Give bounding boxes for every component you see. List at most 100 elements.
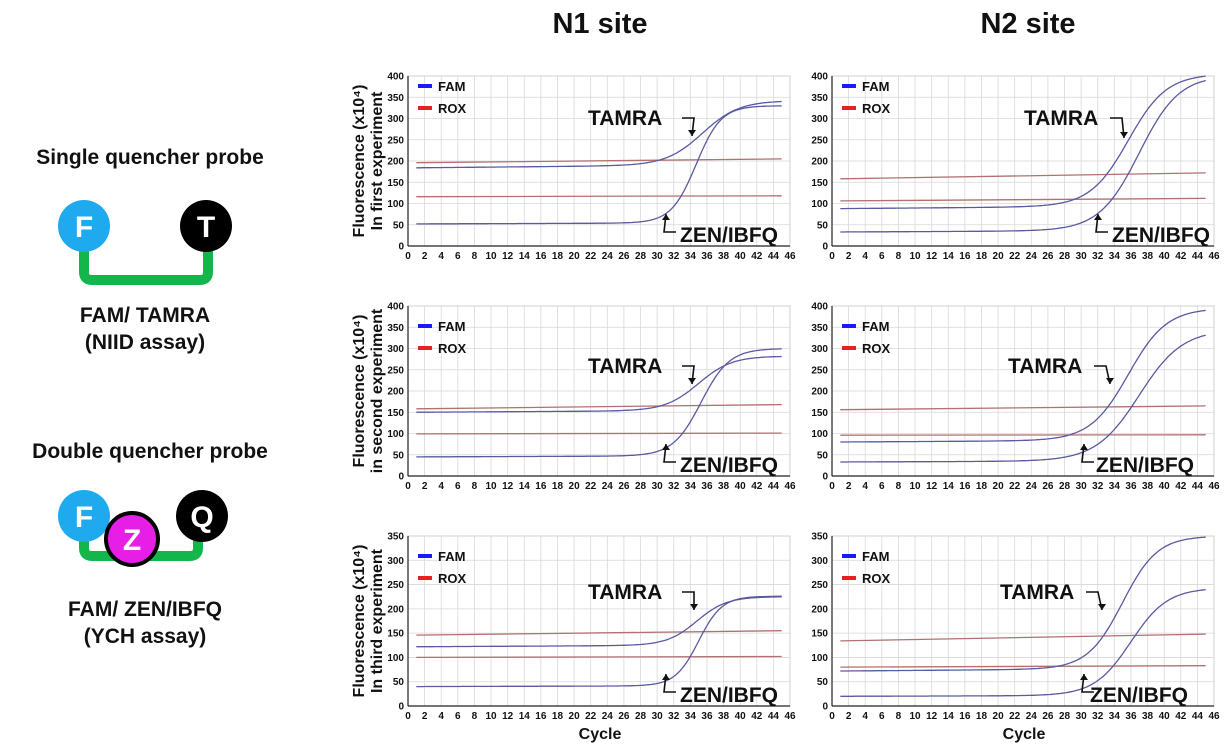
x-tick-label: 16	[535, 481, 547, 492]
legend-label-fam: FAM	[862, 549, 889, 564]
x-tick-label: 40	[1159, 481, 1171, 492]
tamra-quencher-circle	[180, 200, 232, 252]
x-tick-label: 24	[602, 251, 614, 262]
x-tick-label: 38	[1142, 481, 1154, 492]
x-tick-label: 34	[685, 251, 697, 262]
x-tick-label: 8	[896, 251, 902, 262]
double-probe-name-line1: FAM/ ZEN/IBFQ	[68, 598, 222, 621]
legend-label-rox: ROX	[438, 571, 467, 586]
x-tick-label: 2	[846, 711, 852, 722]
y-tick-label: 100	[811, 653, 828, 664]
zen-quencher-label: Z	[123, 524, 141, 557]
x-tick-label: 0	[405, 251, 411, 262]
y-tick-label: 400	[811, 72, 828, 83]
y-tick-label: 250	[387, 365, 404, 376]
x-tick-label: 2	[422, 251, 428, 262]
x-tick-label: 12	[502, 711, 514, 722]
double-probe-diagram: F Z Q	[58, 490, 228, 567]
x-tick-label: 38	[718, 711, 730, 722]
y-tick-label: 150	[387, 178, 404, 189]
annotation-zen-ibfq: ZEN/IBFQ	[1096, 454, 1194, 477]
chart-n2-third: 0 2 4 6 8 10 12 14 16 18 20 22 24 26 28 30 32 34 36 38 40 42 4…	[811, 532, 1220, 723]
x-tick-label: 24	[602, 481, 614, 492]
x-tick-label: 16	[535, 711, 547, 722]
x-tick-label: 44	[768, 481, 780, 492]
x-tick-label: 46	[784, 481, 796, 492]
x-tick-label: 42	[1175, 481, 1187, 492]
y-tick-label: 200	[387, 387, 404, 398]
fam-curve	[416, 355, 782, 413]
plot-frame	[831, 535, 1215, 707]
x-tick-label: 42	[1175, 711, 1187, 722]
x-tick-label: 40	[735, 481, 747, 492]
x-tick-label: 46	[784, 711, 796, 722]
x-tick-label: 38	[1142, 251, 1154, 262]
x-axis-title-n2: Cycle	[1002, 726, 1046, 743]
x-tick-label: 44	[1192, 481, 1204, 492]
x-tick-label: 16	[959, 711, 971, 722]
y-tick-label: 50	[817, 220, 829, 231]
x-tick-label: 6	[879, 711, 885, 722]
annotation-tamra-arrowhead	[690, 604, 698, 610]
x-tick-label: 28	[635, 251, 647, 262]
annotation-tamra: TAMRA	[588, 355, 662, 378]
x-tick-label: 20	[993, 251, 1005, 262]
x-tick-label: 12	[926, 251, 938, 262]
annotation-zen-arrowhead	[662, 444, 670, 450]
x-tick-label: 2	[846, 251, 852, 262]
annotation-tamra-arrowhead	[688, 130, 696, 136]
x-tick-label: 32	[668, 481, 680, 492]
x-tick-label: 4	[438, 251, 444, 262]
x-tick-label: 36	[1125, 481, 1137, 492]
single-probe-title: Single quencher probe	[36, 146, 264, 169]
x-tick-label: 22	[585, 251, 597, 262]
x-tick-label: 42	[751, 711, 763, 722]
x-tick-label: 26	[618, 711, 630, 722]
double-probe-title: Double quencher probe	[32, 440, 268, 463]
x-tick-label: 26	[618, 251, 630, 262]
y-tick-label: 100	[811, 429, 828, 440]
x-tick-label: 4	[862, 481, 868, 492]
x-tick-label: 24	[1026, 711, 1038, 722]
annotation-tamra: TAMRA	[1024, 107, 1098, 130]
x-tick-label: 20	[569, 481, 581, 492]
x-tick-label: 46	[1208, 481, 1220, 492]
y-tick-label: 200	[811, 157, 828, 168]
legend-label-rox: ROX	[438, 341, 467, 356]
x-tick-label: 16	[959, 481, 971, 492]
y-tick-label: 0	[398, 472, 404, 483]
chart-n1-third: 0 2 4 6 8 10 12 14 16 18 20 22 24 26 28 30 32 34 36 38 40 42 4…	[387, 532, 796, 723]
legend-label-fam: FAM	[862, 79, 889, 94]
rox-curve	[840, 405, 1206, 411]
x-tick-label: 10	[909, 711, 921, 722]
legend-label-fam: FAM	[438, 79, 465, 94]
x-tick-label: 34	[1109, 481, 1121, 492]
legend-label-fam: FAM	[438, 549, 465, 564]
x-tick-label: 38	[718, 251, 730, 262]
x-tick-label: 18	[552, 481, 564, 492]
x-tick-label: 20	[569, 711, 581, 722]
x-tick-label: 42	[751, 481, 763, 492]
y-tick-label: 100	[387, 199, 404, 210]
single-probe-name-line2: (NIID assay)	[84, 331, 206, 354]
ibfq-quencher-circle	[176, 490, 228, 542]
x-tick-label: 46	[1208, 251, 1220, 262]
y-tick-label: 150	[387, 629, 404, 640]
x-tick-label: 32	[1092, 711, 1104, 722]
fam-curve	[416, 105, 782, 225]
annotation-tamra-arrowhead	[688, 378, 696, 384]
x-tick-label: 28	[635, 481, 647, 492]
x-tick-label: 14	[943, 251, 955, 262]
x-tick-label: 28	[1059, 251, 1071, 262]
x-tick-label: 30	[652, 481, 664, 492]
x-tick-label: 28	[1059, 481, 1071, 492]
x-tick-label: 46	[784, 251, 796, 262]
y-tick-label: 0	[398, 242, 404, 253]
y-tick-label: 350	[811, 532, 828, 543]
x-tick-label: 6	[455, 481, 461, 492]
x-tick-label: 14	[519, 251, 531, 262]
y-tick-label: 250	[811, 580, 828, 591]
y-tick-label: 50	[393, 450, 405, 461]
x-tick-label: 8	[896, 711, 902, 722]
x-tick-label: 24	[1026, 481, 1038, 492]
